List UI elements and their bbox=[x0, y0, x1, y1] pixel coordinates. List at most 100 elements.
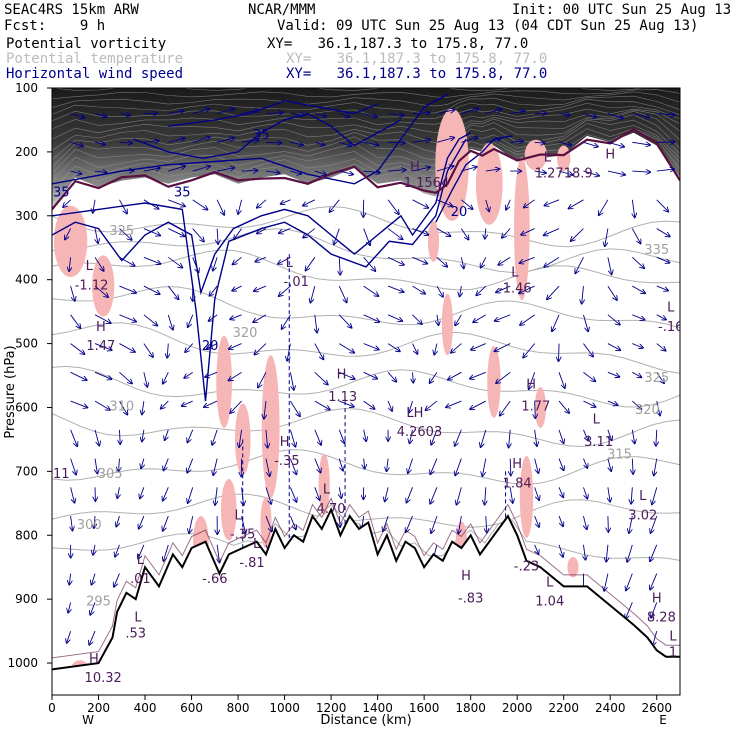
wind-vector bbox=[534, 515, 539, 527]
wind-vector bbox=[430, 372, 438, 383]
wind-vector bbox=[446, 400, 462, 407]
pv-extremum-label: H bbox=[96, 320, 106, 335]
init-label: Init: 00 UTC Sun 25 Aug 13 bbox=[512, 2, 732, 18]
pv-extremum-label: H bbox=[410, 160, 420, 175]
wind-vector bbox=[656, 314, 666, 320]
pv-extremum-label: -1.46 bbox=[498, 281, 532, 296]
pv-patch bbox=[487, 346, 501, 418]
wind-vector bbox=[229, 371, 242, 380]
x-tick-label: 1000 bbox=[269, 701, 300, 715]
wind-vector bbox=[338, 458, 343, 471]
wind-vector bbox=[143, 314, 157, 326]
plot-header: SEAC4RS 15km ARW NCAR/MMM Init: 00 UTC S… bbox=[0, 0, 740, 88]
wind-vector bbox=[436, 228, 450, 237]
wind-vector bbox=[558, 400, 569, 413]
pv-patch bbox=[519, 456, 534, 538]
wind-vector bbox=[119, 256, 134, 266]
pv-extremum-label: L bbox=[544, 150, 552, 165]
wind-vector bbox=[632, 171, 650, 172]
pv-extremum-label: .53 bbox=[125, 626, 146, 641]
wind-vector bbox=[265, 113, 283, 114]
x-tick-label: 200 bbox=[87, 701, 110, 715]
wind-vector bbox=[485, 487, 486, 504]
pv-extremum-label: -.01 bbox=[284, 275, 309, 290]
wind-vector bbox=[654, 458, 657, 476]
wind-vector bbox=[387, 343, 400, 352]
wind-vector bbox=[71, 516, 73, 530]
wind-vector bbox=[632, 429, 634, 444]
wind-vector bbox=[534, 487, 539, 500]
isotach-line bbox=[52, 93, 448, 185]
theta-contour bbox=[52, 228, 680, 274]
wind-vector bbox=[241, 140, 259, 142]
theta-contour bbox=[52, 322, 680, 374]
wind-vector bbox=[68, 602, 71, 612]
pv-extremum-label: L bbox=[511, 265, 519, 280]
wind-vector bbox=[119, 458, 120, 472]
wind-vector bbox=[141, 458, 144, 469]
pv-extremum-label: L bbox=[667, 301, 675, 316]
pv-extremum-label: -.83 bbox=[458, 591, 483, 606]
wind-vector bbox=[119, 228, 131, 240]
wind-vector bbox=[582, 286, 584, 304]
wind-vector bbox=[363, 228, 370, 246]
wind-vectors bbox=[63, 108, 675, 645]
wind-vector bbox=[209, 314, 218, 321]
wind-vector bbox=[412, 167, 431, 172]
wind-vector bbox=[524, 199, 535, 208]
wind-vector bbox=[607, 314, 620, 325]
wind-vector bbox=[363, 314, 380, 322]
wind-vector bbox=[509, 429, 511, 448]
pv-patch bbox=[441, 293, 453, 356]
pv-extremum-label: H bbox=[89, 652, 99, 667]
wind-vector bbox=[500, 400, 511, 416]
wind-vector bbox=[412, 256, 428, 263]
wind-vector bbox=[89, 630, 96, 645]
wind-vector bbox=[583, 113, 596, 118]
wind-vector bbox=[143, 285, 160, 294]
wind-vector bbox=[217, 138, 234, 143]
pv-patch bbox=[92, 255, 115, 317]
pv-extremum-label: H bbox=[652, 591, 662, 606]
wind-vector bbox=[265, 458, 270, 477]
wind-vector bbox=[265, 171, 280, 173]
wind-vector bbox=[192, 166, 210, 172]
wind-vector bbox=[94, 400, 110, 410]
legend-wind-xy: XY= 36.1,187.3 to 175.8, 77.0 bbox=[286, 66, 548, 82]
theta-contour bbox=[52, 407, 680, 448]
wind-vector bbox=[451, 343, 462, 353]
wind-vector bbox=[448, 371, 462, 379]
wind-vector bbox=[94, 516, 95, 528]
strat-theta-line bbox=[52, 95, 680, 115]
wind-vector bbox=[233, 256, 242, 264]
near-surface-pv-line bbox=[52, 496, 680, 659]
wind-vector bbox=[94, 371, 111, 379]
wind-vector bbox=[436, 285, 443, 297]
wind-vector bbox=[119, 114, 130, 116]
wind-vector bbox=[412, 140, 431, 143]
wind-vector bbox=[387, 285, 404, 292]
pv-extremum-label: L bbox=[134, 611, 142, 626]
wind-vector bbox=[535, 401, 536, 418]
axes: 0 200 400 600 800 1000 1200 1400 1600 1800 2000 220… bbox=[7, 81, 672, 715]
wind-vector bbox=[90, 602, 96, 614]
pv-patch bbox=[427, 220, 440, 262]
wind-vector bbox=[241, 515, 246, 533]
wind-vector bbox=[388, 170, 406, 171]
isotach-label: 35 bbox=[253, 128, 270, 143]
wind-vector bbox=[363, 113, 377, 117]
wind-vector bbox=[626, 602, 633, 618]
wind-vector bbox=[606, 544, 608, 562]
legend-pv-xy: XY= 36.1,187.3 to 175.8, 77.0 bbox=[267, 36, 529, 52]
pv-patch bbox=[567, 556, 579, 578]
wind-vector bbox=[632, 113, 649, 118]
wind-vector bbox=[460, 285, 462, 296]
wind-vector bbox=[192, 199, 208, 210]
wind-vector bbox=[436, 138, 454, 143]
pv-patch bbox=[261, 355, 280, 499]
wind-vector bbox=[119, 142, 132, 143]
wind-vector bbox=[70, 371, 87, 380]
wind-vector bbox=[306, 257, 316, 270]
wind-vector bbox=[94, 343, 112, 351]
wind-vector bbox=[338, 314, 351, 328]
